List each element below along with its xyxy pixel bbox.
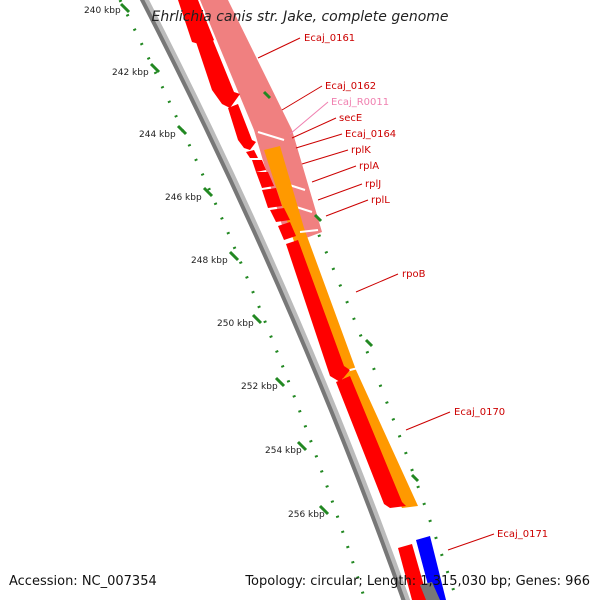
ruler-tick: 242 kbp xyxy=(112,62,161,78)
orange-track-divider xyxy=(299,229,319,233)
gene-label: Ecaj_0162 xyxy=(325,81,376,92)
gray-feature xyxy=(420,582,440,600)
gene-label: rplJ xyxy=(365,179,381,190)
leader-rplj xyxy=(317,183,363,201)
cds-rpob xyxy=(286,240,350,382)
leader-rpll xyxy=(325,199,369,217)
ruler-tick-label: 246 kbp xyxy=(165,193,202,203)
ruler-tick: 248 kbp xyxy=(191,250,240,266)
gene-label: rplL xyxy=(371,195,390,206)
leader-ecaj-0171 xyxy=(447,533,495,551)
leader-ecaj-r0011 xyxy=(289,101,329,135)
gene-label: Ecaj_0171 xyxy=(497,529,548,540)
ruler-tick-label: 254 kbp xyxy=(265,446,302,456)
cds-seccE xyxy=(246,150,258,158)
ruler-tick: 254 kbp xyxy=(265,440,308,456)
ruler-tick: 252 kbp xyxy=(241,376,286,392)
leader-sece xyxy=(291,117,337,139)
gene-label: Ecaj_0161 xyxy=(304,33,355,44)
cds-ecaj-0161b xyxy=(196,38,240,108)
cds-ecaj-0171-blue xyxy=(416,536,446,600)
cds-rpll xyxy=(278,222,296,240)
outer-ticks xyxy=(262,90,420,483)
ruler-tick-label: 242 kbp xyxy=(112,68,149,78)
gene-label: rpoB xyxy=(402,269,426,280)
leader-ecaj-0161 xyxy=(257,37,301,59)
leader-rpob xyxy=(355,273,399,293)
ruler-tick-label: 250 kbp xyxy=(217,319,254,329)
cds-rplj xyxy=(270,208,290,222)
cds-rplk xyxy=(256,172,274,188)
cds-ecaj-0161 xyxy=(178,0,214,46)
ruler-tick-label: 244 kbp xyxy=(139,130,176,140)
ruler-tick-label: 248 kbp xyxy=(191,256,228,266)
leader-rpla xyxy=(311,165,357,183)
accession-label: Accession: NC_007354 xyxy=(9,574,157,589)
gene-label: rplK xyxy=(351,145,371,156)
ruler-tick: 240 kbp xyxy=(84,2,131,16)
pink-track-divider xyxy=(257,131,285,141)
backbone xyxy=(139,0,407,604)
ruler-tick: 246 kbp xyxy=(165,186,214,203)
cds-rpla xyxy=(262,188,282,208)
gene-label: Ecaj_0170 xyxy=(454,407,505,418)
ruler-tick-label: 240 kbp xyxy=(84,6,121,16)
backbone-shadow xyxy=(141,0,412,604)
leader-rplk xyxy=(301,149,349,165)
cds-ecaj-0162 xyxy=(228,104,256,150)
cds-ecaj-0164 xyxy=(252,160,266,172)
leader-ecaj-0164 xyxy=(295,133,343,149)
gene-label: Ecaj_R0011 xyxy=(331,97,389,108)
genome-summary: Topology: circular; Length: 1,315,030 bp… xyxy=(245,574,590,589)
gene-label: secE xyxy=(339,113,362,124)
ruler-tick-label: 252 kbp xyxy=(241,382,278,392)
pink-cds-track xyxy=(200,0,322,238)
orange-cds-track xyxy=(264,146,418,508)
leader-ecaj-0170 xyxy=(405,411,451,431)
ruler-tick: 244 kbp xyxy=(139,124,188,140)
gene-label: Ecaj_0164 xyxy=(345,129,396,140)
ruler-tick: 256 kbp xyxy=(288,504,330,520)
genome-title: Ehrlichia canis str. Jake, complete geno… xyxy=(151,9,449,25)
gene-label: rplA xyxy=(359,161,379,172)
cds-ecaj-0170 xyxy=(336,376,406,508)
ruler-tick: 250 kbp xyxy=(217,313,263,329)
ruler-tick-label: 256 kbp xyxy=(288,510,325,520)
leader-ecaj-0162 xyxy=(281,85,323,111)
